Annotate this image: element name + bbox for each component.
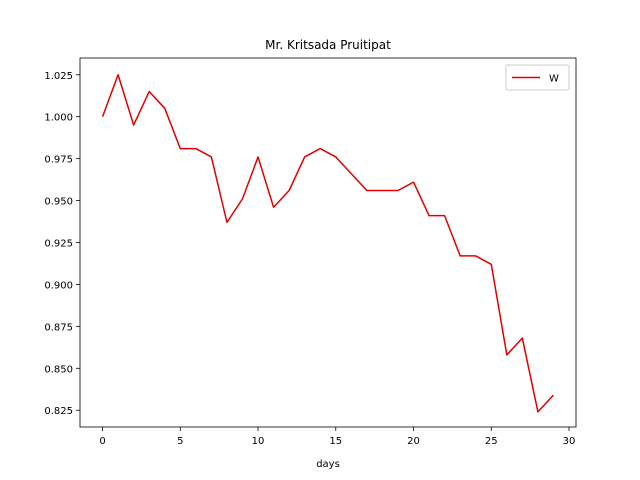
y-tick-label: 1.025 (44, 71, 73, 82)
legend: W (505, 64, 570, 91)
y-tick-label: 1.000 (44, 113, 73, 124)
series-line-W (101, 74, 555, 413)
y-tick-label: 0.875 (44, 322, 73, 333)
x-tick-label: 30 (563, 436, 576, 447)
y-tick-label: 0.900 (44, 280, 73, 291)
y-tick-label: 0.975 (44, 155, 73, 166)
chart-title: Mr. Kritsada Pruitipat (265, 38, 391, 52)
x-tick-label: 5 (177, 436, 183, 447)
x-tick-label: 0 (99, 436, 105, 447)
y-tick-label: 0.825 (44, 406, 73, 417)
x-axis: 0 5 10 15 20 25 30 (99, 427, 575, 447)
x-tick-label: 25 (485, 436, 498, 447)
y-tick-label: 0.925 (44, 239, 73, 250)
x-tick-label: 20 (407, 436, 420, 447)
y-axis: 0.825 0.850 0.875 0.900 0.925 0.950 0.975 1.000… (44, 71, 80, 417)
x-axis-label: days (316, 459, 340, 470)
legend-label: W (549, 74, 559, 85)
y-tick-label: 0.950 (44, 197, 73, 208)
plot-frame (79, 57, 577, 428)
plot-area (79, 57, 577, 428)
x-tick-label: 10 (252, 436, 265, 447)
x-tick-label: 15 (329, 436, 342, 447)
y-tick-label: 0.850 (44, 364, 73, 375)
